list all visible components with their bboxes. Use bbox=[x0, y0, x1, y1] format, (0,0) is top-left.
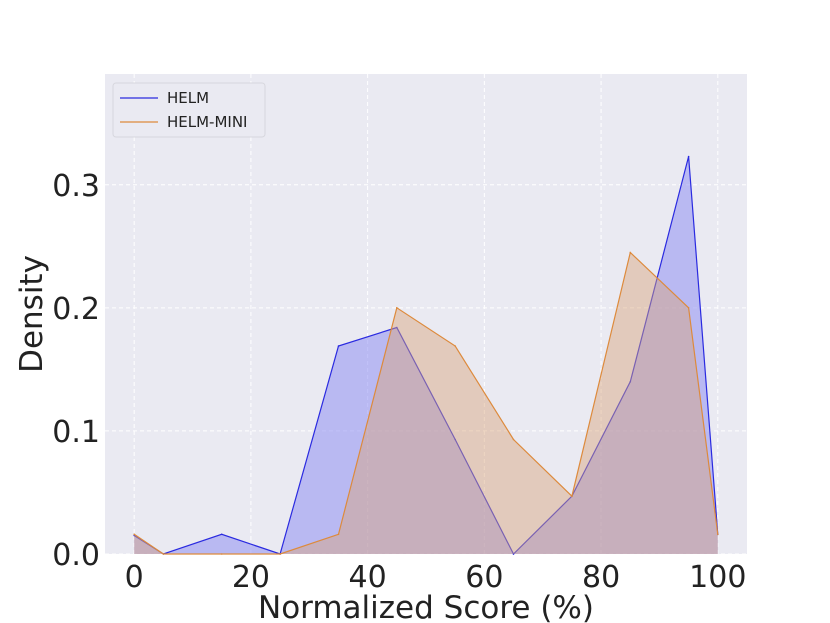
x-tick-label-0: 0 bbox=[125, 560, 144, 595]
data-point-helm-5 bbox=[396, 326, 398, 329]
data-point-helm-mini-6 bbox=[454, 345, 457, 347]
data-point-helm-mini-4 bbox=[337, 533, 340, 536]
legend-label-helm-mini: HELM-MINI bbox=[167, 113, 247, 131]
x-tick-label-5: 100 bbox=[689, 560, 746, 595]
data-point-helm-mini-9 bbox=[629, 251, 632, 254]
series-area-helm-mini bbox=[134, 252, 718, 554]
data-point-helm-mini-2 bbox=[220, 553, 223, 555]
series-area-helm bbox=[134, 156, 718, 554]
data-point-helm-7 bbox=[512, 553, 515, 555]
x-tick-label-4: 80 bbox=[582, 560, 620, 595]
x-axis-title: Normalized Score (%) bbox=[258, 590, 594, 623]
x-tick-label-1: 20 bbox=[232, 560, 270, 595]
legend: HELM HELM-MINI bbox=[112, 82, 266, 138]
y-axis-title: Density bbox=[14, 255, 50, 373]
data-point-helm-mini-5 bbox=[396, 307, 398, 309]
data-point-helm-mini-11 bbox=[717, 533, 719, 536]
data-point-helm-mini-7 bbox=[512, 438, 515, 441]
x-tick-label-2: 40 bbox=[349, 560, 387, 595]
data-point-helm-9 bbox=[629, 380, 632, 383]
legend-frame bbox=[112, 82, 266, 138]
legend-label-helm: HELM bbox=[167, 89, 209, 107]
data-point-helm-mini-10 bbox=[687, 307, 690, 309]
series-layer bbox=[133, 155, 719, 556]
data-point-helm-mini-1 bbox=[162, 553, 165, 555]
x-axis-ticks: 0 20 40 60 80 100 bbox=[125, 560, 747, 595]
series-line-helm-mini bbox=[133, 251, 719, 555]
data-point-helm-mini-8 bbox=[571, 495, 573, 498]
data-point-helm-6 bbox=[454, 438, 457, 441]
series-line-helm bbox=[133, 156, 719, 556]
data-point-helm-mini-0 bbox=[133, 533, 135, 536]
y-axis-ticks: 0.0 0.1 0.2 0.3 bbox=[52, 169, 100, 573]
y-tick-label-0: 0.0 bbox=[52, 538, 100, 573]
y-tick-label-3: 0.3 bbox=[52, 169, 100, 204]
y-tick-label-2: 0.2 bbox=[52, 292, 100, 327]
data-point-helm-2 bbox=[220, 533, 223, 536]
data-point-helm-4 bbox=[337, 345, 340, 347]
x-tick-label-3: 60 bbox=[465, 560, 503, 595]
data-point-helm-mini-3 bbox=[279, 553, 281, 555]
y-tick-label-1: 0.1 bbox=[52, 415, 100, 450]
data-point-helm-10 bbox=[687, 155, 690, 158]
